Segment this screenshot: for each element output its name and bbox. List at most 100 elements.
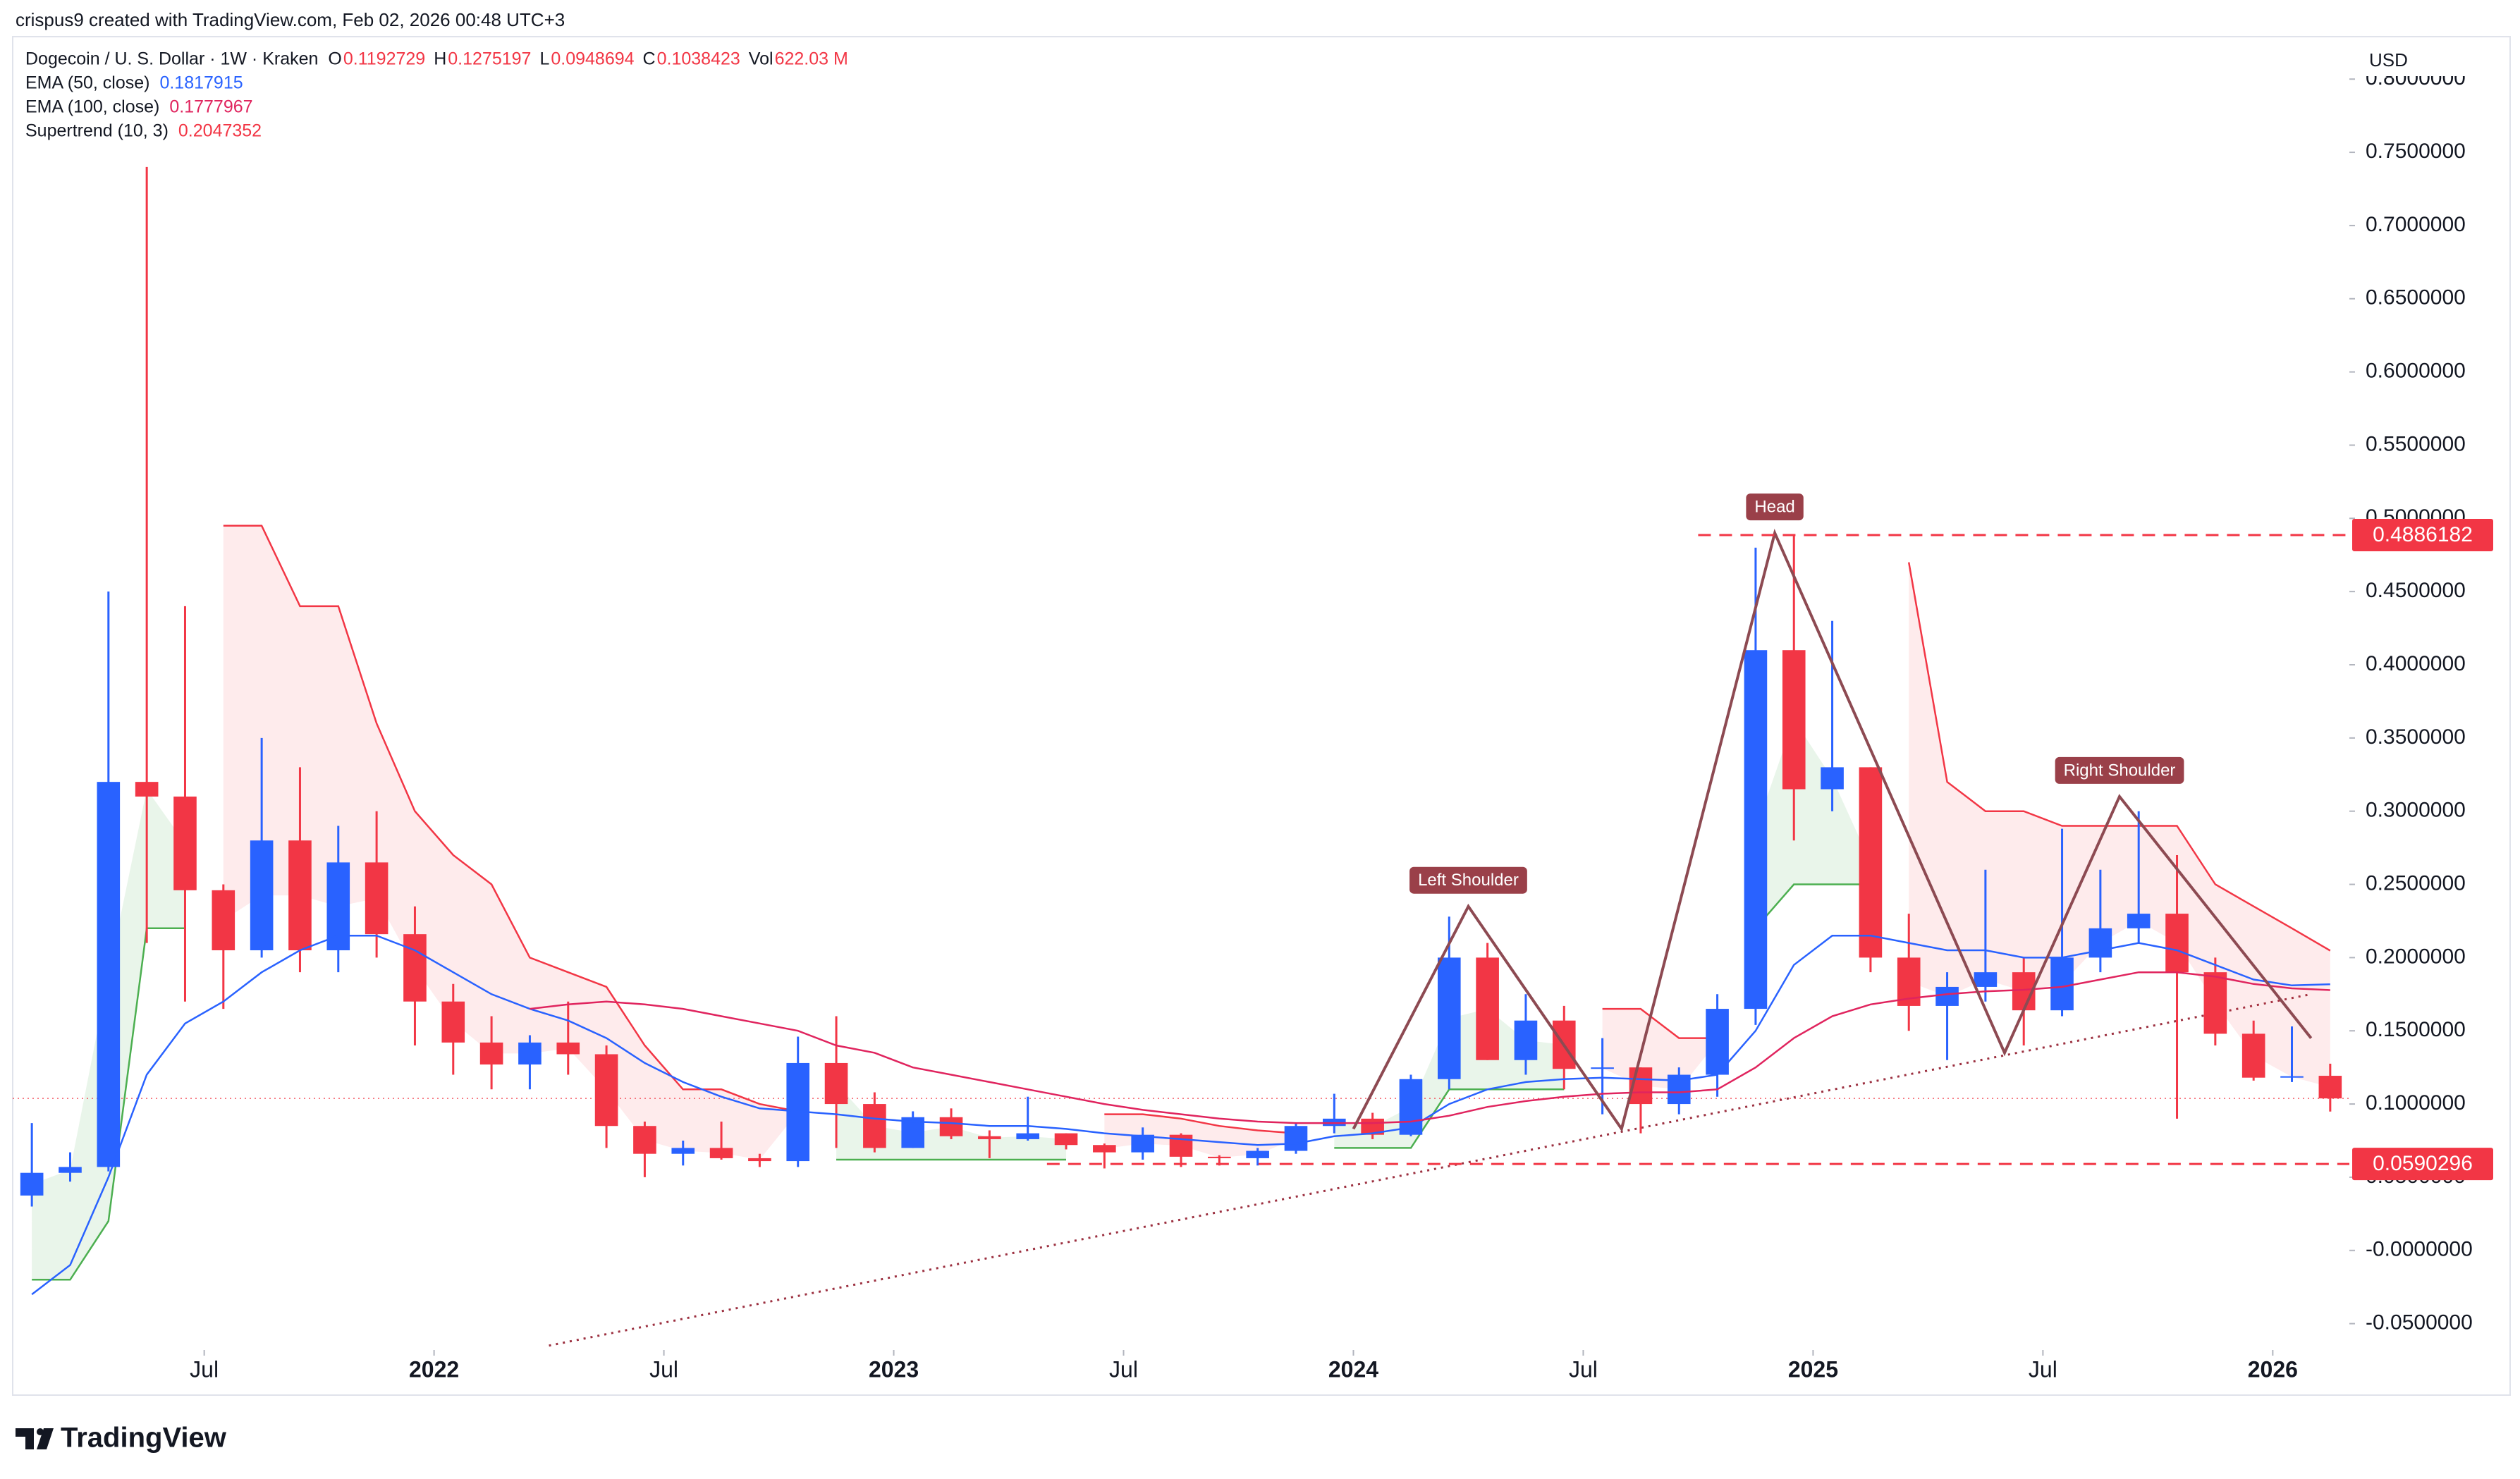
candle-body (20, 1172, 44, 1196)
annotation-label: Right Shoulder (2064, 761, 2176, 780)
candle-body (59, 1167, 82, 1173)
candle-body (1437, 957, 1461, 1079)
candle-body (2241, 1033, 2265, 1078)
supertrend-fill (1104, 1114, 1296, 1158)
x-tick-label: Jul (2029, 1356, 2057, 1382)
legend-ohlc-value: 0.0948694 (551, 49, 634, 69)
logo: TradingView (16, 1423, 227, 1454)
legend-indicator-name: Supertrend (10, 3) (25, 121, 169, 141)
legend-ohlc-value: 0.1038423 (657, 49, 740, 69)
candle-body (1821, 767, 1844, 790)
candle-body (403, 934, 427, 1002)
legend-title: Dogecoin / U. S. Dollar · 1W · Kraken (25, 49, 318, 69)
y-tick-label: 0.7500000 (2366, 140, 2466, 163)
y-tick-label: 0.4500000 (2366, 579, 2466, 602)
legend-ohlc-label: L (539, 49, 549, 69)
candle-body (748, 1158, 771, 1162)
annotation-box (2055, 756, 2184, 784)
legend-indicator-value: 0.1817915 (159, 73, 243, 93)
y-tick-label: -0.0500000 (2366, 1311, 2473, 1334)
level-label: 0.4886182 (2373, 523, 2473, 546)
annotation-box (1746, 493, 1804, 521)
legend-ohlc-label: O (328, 49, 341, 69)
candle-body (326, 862, 350, 950)
legend-ohlc-label: H (434, 49, 446, 69)
y-tick-label: 0.7000000 (2366, 213, 2466, 236)
y-tick-label: 0.2500000 (2366, 871, 2466, 895)
level-label: 0.0590296 (2373, 1152, 2473, 1175)
candle-body (135, 782, 159, 797)
logo-mark (16, 1428, 54, 1449)
legend-indicator-value: 0.1777967 (169, 97, 252, 117)
x-tick-label: 2024 (1328, 1356, 1378, 1382)
supertrend-fill (836, 1084, 1067, 1160)
annotation-label: Head (1754, 497, 1794, 516)
candle-body (1935, 986, 1959, 1006)
candle-body (671, 1148, 695, 1154)
candle-body (1476, 957, 1499, 1060)
candle-body (2165, 914, 2189, 973)
candle-body (2127, 914, 2151, 928)
y-tick-label: 0.1000000 (2366, 1091, 2466, 1115)
candle-body (2203, 972, 2227, 1034)
annotation-box (1409, 866, 1527, 894)
x-tick-label: 2022 (409, 1356, 459, 1382)
candle-body (1246, 1150, 1269, 1158)
x-tick-label: 2026 (2248, 1356, 2298, 1382)
y-tick-label: 0.2000000 (2366, 945, 2466, 968)
chart-frame (12, 36, 2511, 1396)
y-tick-label: 0.1500000 (2366, 1018, 2466, 1041)
legend-indicator-name: EMA (100, close) (25, 97, 159, 117)
legend-ohlc-value: 0.1275197 (448, 49, 531, 69)
candle-body (1782, 650, 1806, 790)
candle-body (1054, 1133, 1078, 1146)
x-tick-label: 2025 (1788, 1356, 1838, 1382)
y-tick-label: 0.4000000 (2366, 652, 2466, 675)
currency-label: USD (2369, 49, 2408, 70)
candle-body (1744, 650, 1768, 1009)
candle-body (288, 840, 312, 950)
y-tick-label: 0.3500000 (2366, 725, 2466, 749)
level-label-box (2352, 1148, 2493, 1181)
supertrend-line (223, 524, 2331, 1134)
candle-body (633, 1126, 656, 1154)
candle-body (173, 796, 197, 890)
candle-body (441, 1001, 465, 1043)
legend-ohlc-value: 0.1192729 (343, 49, 425, 69)
candle-body (2088, 928, 2112, 958)
logo-dot (37, 1428, 44, 1435)
head-shoulders-pattern (1352, 529, 2313, 1133)
candle-body (939, 1117, 963, 1136)
candle-body (1974, 972, 1998, 987)
y-tick-label: -0.0000000 (2366, 1238, 2473, 1261)
x-tick-label: Jul (1109, 1356, 1138, 1382)
candle-body (97, 782, 121, 1167)
legend-indicator-name: EMA (50, close) (25, 73, 149, 93)
y-tick-label: 0.3000000 (2366, 799, 2466, 822)
candle-body (709, 1148, 733, 1158)
x-tick-label: Jul (1569, 1356, 1598, 1382)
currency-bg (2351, 38, 2509, 76)
x-tick-label: Jul (190, 1356, 219, 1382)
candle-body (1859, 767, 1883, 958)
candle-body (1284, 1126, 1308, 1151)
candle-body (1016, 1133, 1039, 1139)
legend-indicator-value: 0.2047352 (178, 121, 262, 141)
candle-body (212, 890, 236, 950)
level-label-box (2352, 518, 2493, 551)
candle-body (479, 1042, 503, 1064)
plot-area (13, 166, 2349, 1347)
candle-body (2050, 957, 2074, 1011)
candle-body (1591, 1067, 1614, 1069)
x-tick-label: Jul (649, 1356, 678, 1382)
candle-body (594, 1054, 618, 1127)
ema-line (530, 971, 2330, 1124)
annotation-label: Left Shoulder (1418, 871, 1519, 890)
candle-body (1514, 1020, 1538, 1060)
y-tick-label: 0.5500000 (2366, 432, 2466, 455)
legend-ohlc-label: C (643, 49, 656, 69)
candle-body (1706, 1009, 1729, 1075)
supertrend-line (32, 883, 1871, 1281)
